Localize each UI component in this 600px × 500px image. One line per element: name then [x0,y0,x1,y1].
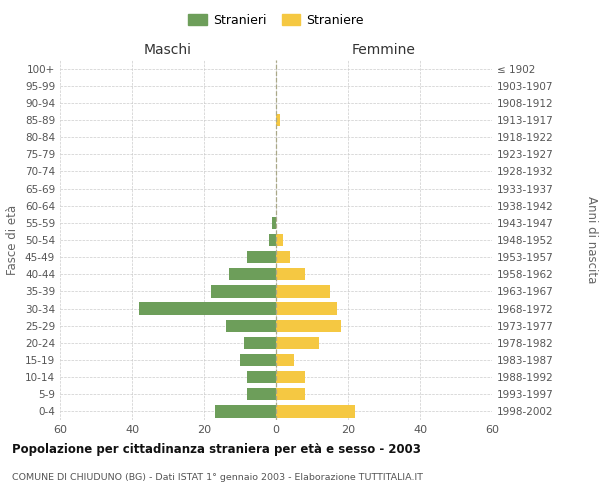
Bar [276,234,283,246]
Bar [247,251,276,264]
Bar [226,320,276,332]
Y-axis label: Fasce di età: Fasce di età [7,205,19,275]
Bar [276,268,305,280]
Bar [269,234,276,246]
Bar [247,388,276,400]
Bar [240,354,276,366]
Text: Popolazione per cittadinanza straniera per età e sesso - 2003: Popolazione per cittadinanza straniera p… [12,442,421,456]
Bar [272,216,276,229]
Legend: Stranieri, Straniere: Stranieri, Straniere [183,8,369,32]
Text: Maschi: Maschi [144,42,192,56]
Text: COMUNE DI CHIUDUNO (BG) - Dati ISTAT 1° gennaio 2003 - Elaborazione TUTTITALIA.I: COMUNE DI CHIUDUNO (BG) - Dati ISTAT 1° … [12,472,423,482]
Bar [276,286,330,298]
Bar [276,251,290,264]
Bar [276,114,280,126]
Text: Femmine: Femmine [352,42,416,56]
Bar [211,286,276,298]
Bar [247,371,276,384]
Bar [276,302,337,314]
Text: Anni di nascita: Anni di nascita [584,196,598,284]
Bar [276,406,355,417]
Bar [276,354,294,366]
Bar [276,336,319,349]
Bar [139,302,276,314]
Bar [229,268,276,280]
Bar [244,336,276,349]
Bar [276,388,305,400]
Bar [276,320,341,332]
Bar [276,371,305,384]
Bar [215,406,276,417]
